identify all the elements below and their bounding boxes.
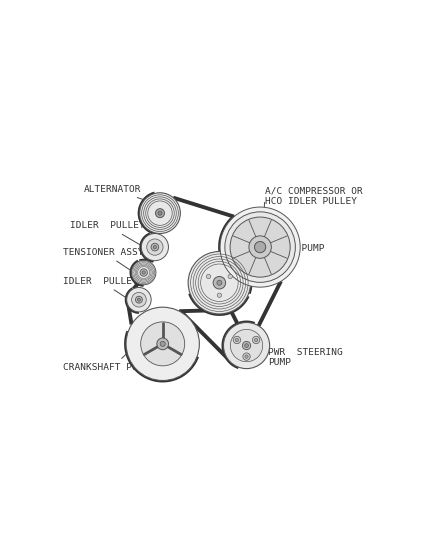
Circle shape bbox=[230, 329, 263, 362]
Text: TENSIONER ASSY: TENSIONER ASSY bbox=[63, 248, 144, 271]
Text: ALTERNATOR: ALTERNATOR bbox=[84, 185, 151, 202]
Circle shape bbox=[126, 307, 199, 381]
Circle shape bbox=[217, 293, 222, 297]
Circle shape bbox=[141, 233, 169, 261]
Circle shape bbox=[206, 274, 211, 279]
Circle shape bbox=[235, 338, 239, 342]
Circle shape bbox=[254, 241, 266, 253]
Circle shape bbox=[252, 336, 260, 344]
Text: WATER PUMP: WATER PUMP bbox=[247, 244, 325, 269]
Circle shape bbox=[242, 341, 251, 350]
Circle shape bbox=[135, 296, 142, 303]
Circle shape bbox=[141, 322, 185, 366]
Circle shape bbox=[127, 287, 151, 312]
Text: A/C COMPRESSOR OR
HCO IDLER PULLEY: A/C COMPRESSOR OR HCO IDLER PULLEY bbox=[265, 187, 363, 206]
Circle shape bbox=[225, 212, 295, 282]
Circle shape bbox=[220, 207, 300, 287]
Text: 1: 1 bbox=[267, 254, 273, 264]
Circle shape bbox=[153, 246, 156, 249]
Circle shape bbox=[233, 336, 240, 344]
Circle shape bbox=[217, 280, 222, 285]
Circle shape bbox=[254, 338, 258, 342]
Circle shape bbox=[155, 209, 164, 217]
Circle shape bbox=[131, 293, 146, 307]
Circle shape bbox=[243, 353, 250, 360]
Text: CRANKSHAFT PULLEY: CRANKSHAFT PULLEY bbox=[63, 342, 161, 372]
Circle shape bbox=[223, 322, 270, 369]
Circle shape bbox=[249, 236, 271, 259]
Circle shape bbox=[131, 260, 156, 285]
Circle shape bbox=[228, 274, 233, 279]
Circle shape bbox=[142, 271, 145, 274]
Circle shape bbox=[151, 243, 159, 251]
Circle shape bbox=[188, 252, 251, 314]
Circle shape bbox=[157, 338, 169, 350]
Circle shape bbox=[230, 217, 290, 277]
Circle shape bbox=[158, 211, 162, 215]
Text: PWR  STEERING
PUMP: PWR STEERING PUMP bbox=[263, 348, 343, 367]
Circle shape bbox=[140, 269, 147, 276]
Circle shape bbox=[160, 341, 165, 346]
Circle shape bbox=[213, 277, 226, 289]
Circle shape bbox=[138, 298, 141, 301]
Circle shape bbox=[245, 344, 248, 348]
Text: IDLER  PULLEY: IDLER PULLEY bbox=[63, 277, 138, 298]
Text: IDLER  PULLEY: IDLER PULLEY bbox=[70, 221, 145, 246]
Circle shape bbox=[245, 355, 248, 358]
Circle shape bbox=[140, 193, 180, 233]
Circle shape bbox=[147, 239, 163, 255]
